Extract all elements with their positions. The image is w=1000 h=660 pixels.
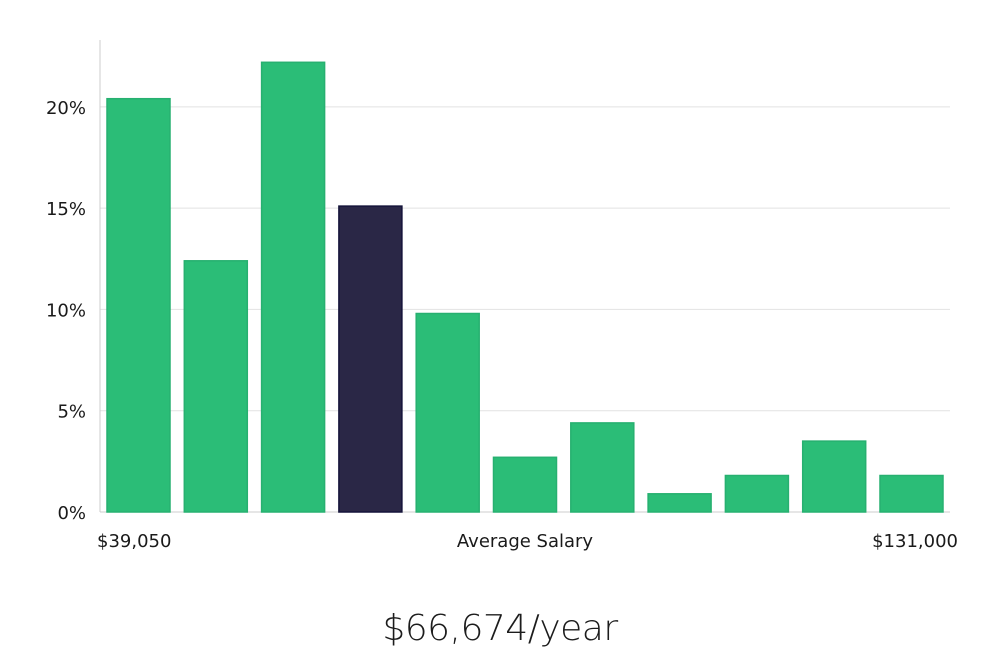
y-tick-label-15: 15%: [46, 199, 86, 220]
y-tick-labels: 0% 5% 10% 15% 20%: [46, 98, 86, 524]
y-tick-label-10: 10%: [46, 300, 86, 321]
x-min-label: $39,050: [97, 531, 171, 552]
x-max-label: $131,000: [872, 531, 958, 552]
bar-8: [647, 493, 712, 513]
bar-1: [106, 97, 171, 513]
salary-histogram: 0% 5% 10% 15% 20% $39,050 Average Salary $13…: [46, 40, 958, 552]
bar-6: [492, 456, 558, 513]
y-tick-label-0: 0%: [57, 503, 86, 524]
bar-10: [801, 440, 867, 513]
bar-highlighted: [338, 205, 403, 513]
bar-11: [879, 474, 944, 513]
average-salary-value: $66,674/year: [382, 608, 618, 649]
bar-2: [183, 260, 249, 513]
y-tick-label-5: 5%: [57, 402, 86, 423]
y-tick-label-20: 20%: [46, 98, 86, 119]
bar-9: [724, 474, 790, 513]
bar-5: [415, 312, 480, 513]
bar-7: [570, 422, 635, 513]
bars: [106, 61, 944, 513]
bar-3: [260, 61, 326, 513]
x-axis-label: Average Salary: [457, 531, 594, 552]
